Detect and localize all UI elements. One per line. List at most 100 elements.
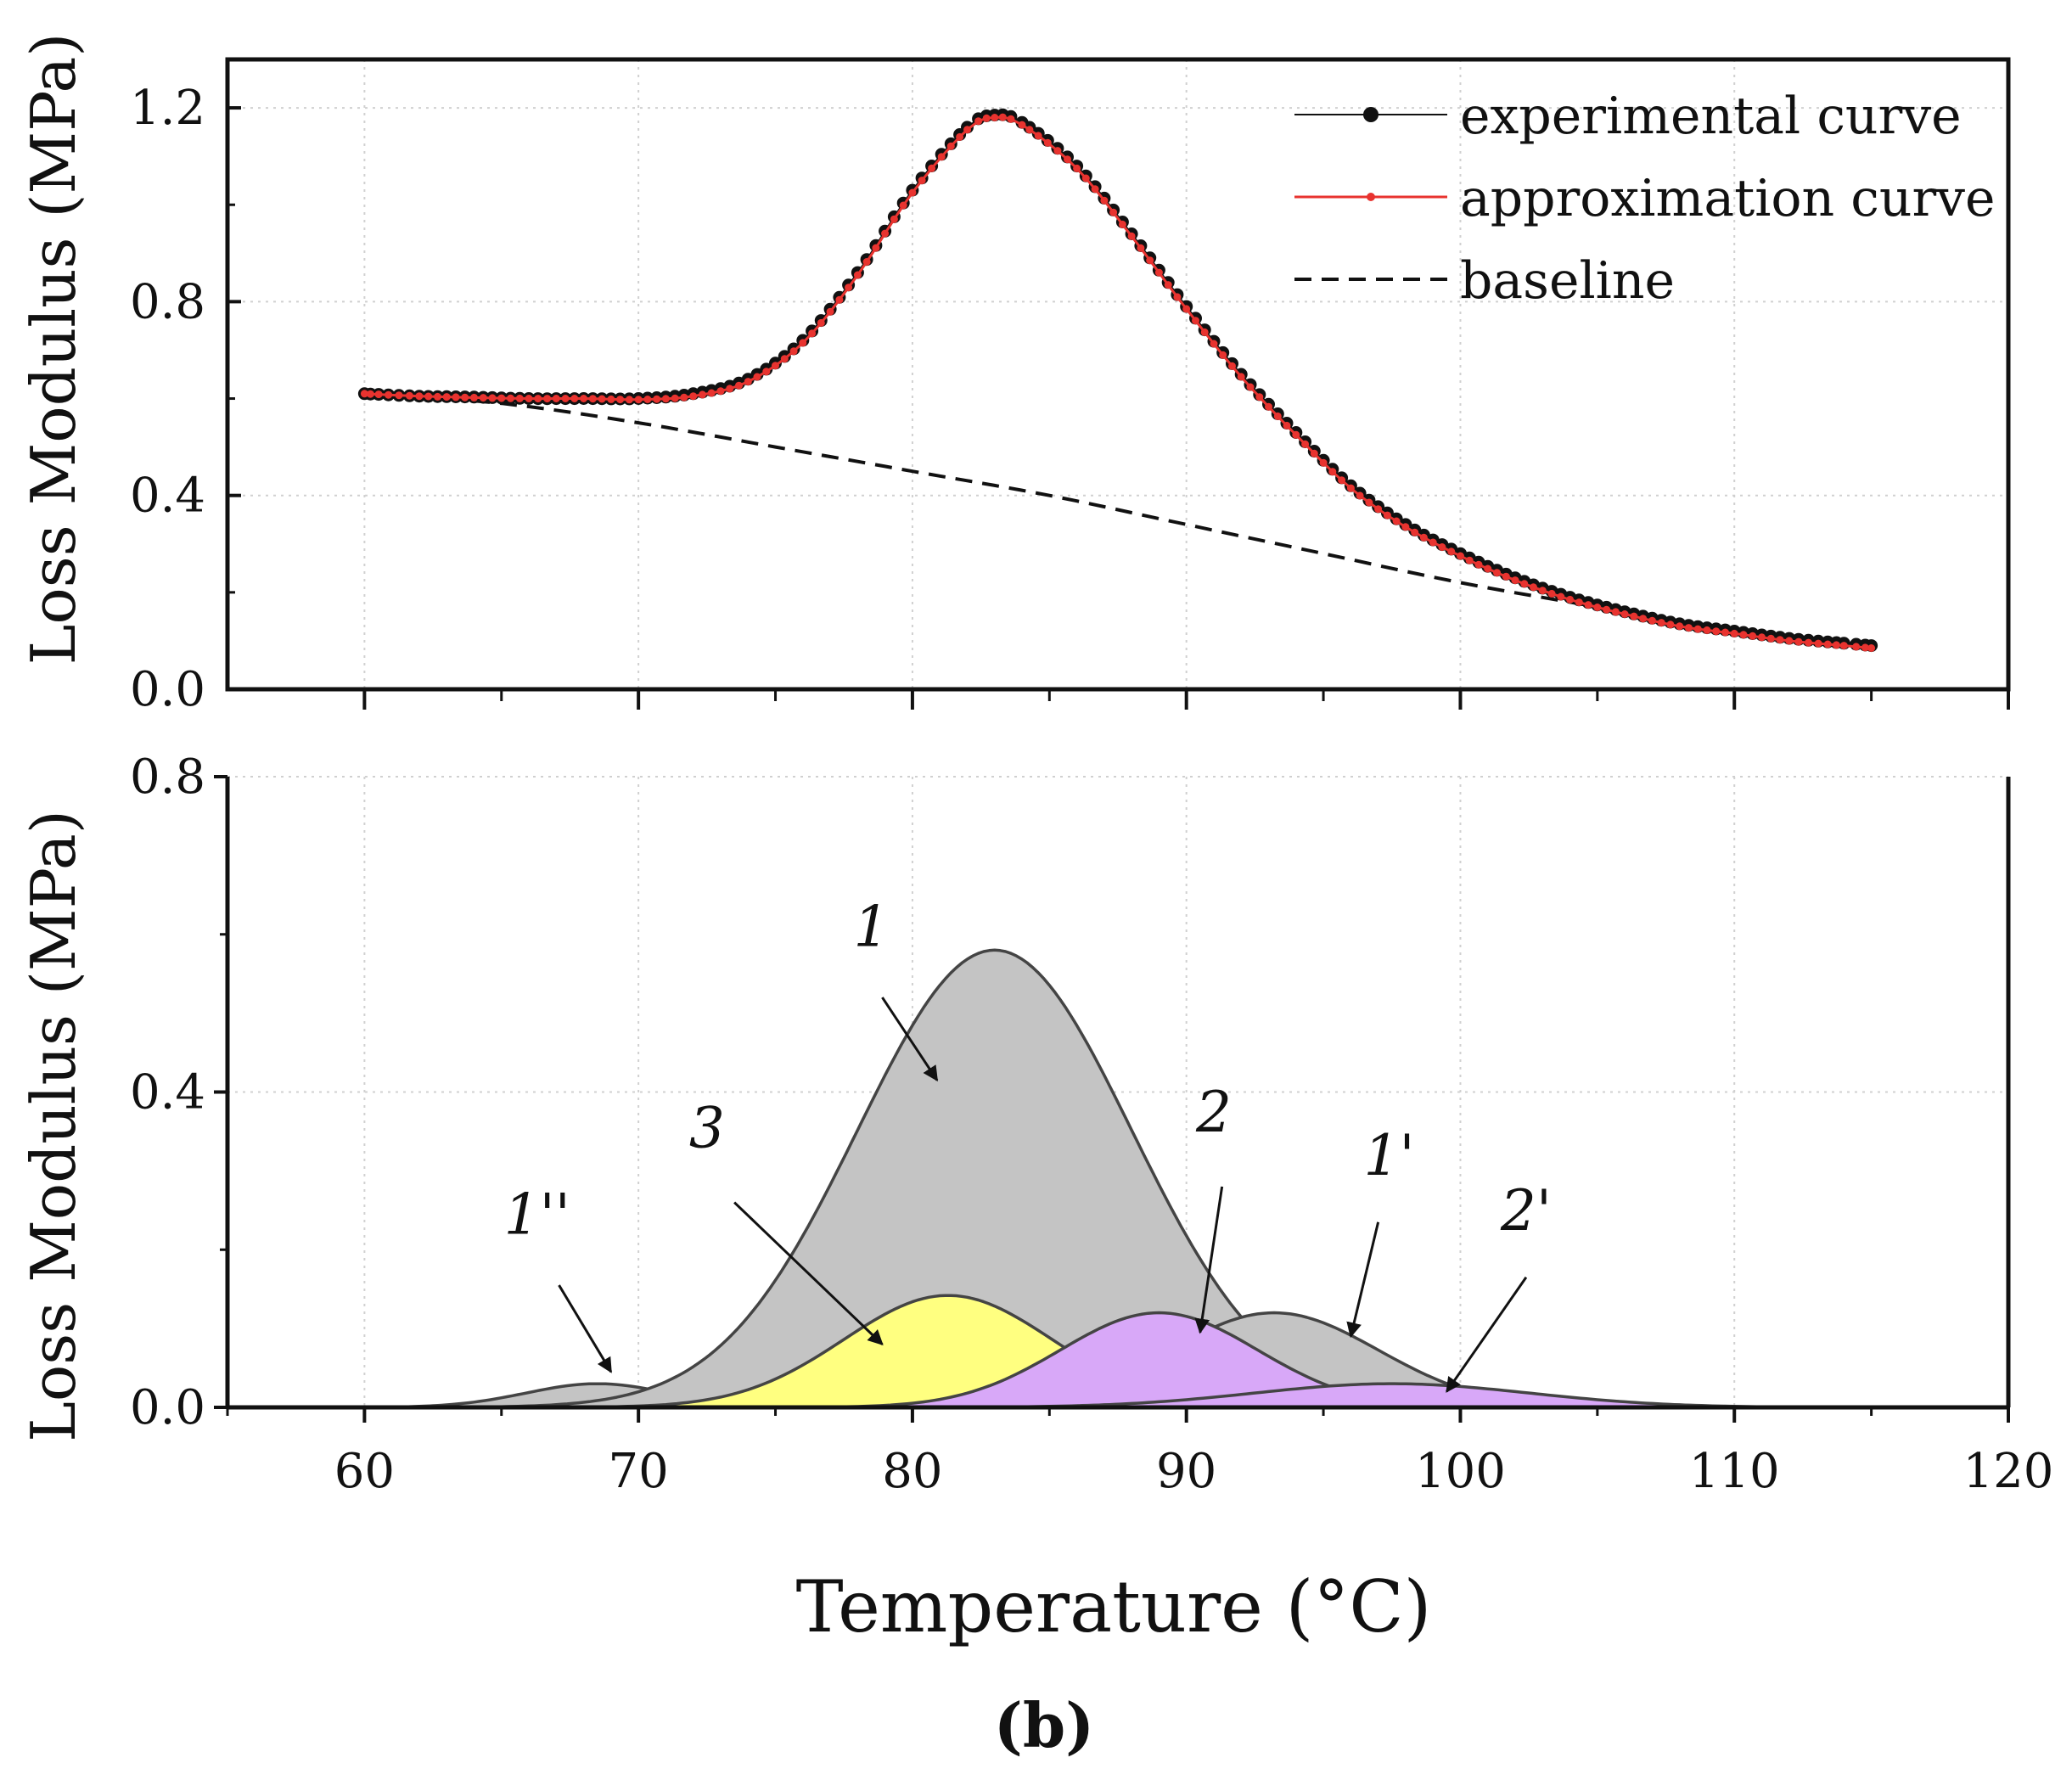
approximation-point	[1867, 644, 1876, 652]
series-baseline	[364, 391, 1872, 648]
approximation-point	[1814, 639, 1822, 648]
approximation-point	[1620, 610, 1629, 618]
approximation-point	[1785, 637, 1794, 645]
approximation-point	[1007, 115, 1015, 123]
approximation-point	[1484, 564, 1492, 573]
bottom-panel: 0.0 0.4 0.8 60 70 80 90 100 110 120 Loss Modulus …	[18, 750, 2053, 1499]
approximation-point	[1684, 624, 1693, 632]
approximation-point	[1593, 604, 1602, 611]
approximation-point	[424, 392, 433, 401]
annotation-arrow	[558, 1284, 613, 1373]
approximation-point	[1374, 505, 1383, 514]
approximation-point	[1603, 605, 1611, 614]
approximation-point	[1064, 155, 1071, 164]
approximation-point	[1053, 147, 1062, 155]
approximation-point	[1283, 421, 1291, 430]
approximation-point	[1210, 340, 1218, 348]
approximation-point	[1739, 631, 1748, 639]
approximation-point	[680, 393, 688, 401]
bottom-y-tick-label: 0.4	[130, 1065, 205, 1120]
bottom-annotations: 1 3 1'' 2 1' 2'	[504, 895, 1552, 1393]
approximation-point	[1219, 351, 1227, 359]
annotation-label: 1'	[1363, 1123, 1414, 1188]
approximation-point	[1465, 556, 1474, 564]
approximation-point	[616, 396, 625, 404]
approximation-point	[1566, 595, 1575, 604]
legend-baseline-label: baseline	[1460, 251, 1675, 311]
bottom-x-tick-label: 100	[1415, 1444, 1506, 1499]
approximation-point	[974, 117, 983, 126]
approximation-point	[1766, 634, 1775, 643]
approximation-point	[1346, 484, 1355, 492]
approximation-point	[1200, 328, 1209, 336]
approximation-point	[735, 381, 743, 390]
approximation-point	[826, 307, 834, 316]
top-y-tick-label: 0.4	[130, 469, 205, 524]
approximation-point	[470, 393, 478, 401]
approximation-point	[1805, 638, 1812, 647]
approximation-point	[625, 396, 633, 404]
top-grid	[227, 59, 2008, 689]
annotation: 1	[854, 895, 939, 1082]
bottom-x-tick-label: 90	[1156, 1444, 1216, 1499]
approximation-point	[1676, 622, 1684, 631]
approximation-point	[1237, 373, 1245, 381]
approximation-point	[872, 244, 880, 252]
bottom-peaks	[362, 948, 1791, 1409]
approximation-point	[385, 390, 393, 399]
approximation-point	[515, 394, 524, 402]
approximation-point	[643, 396, 652, 403]
approximation-point	[1693, 625, 1702, 633]
annotation: 2'	[1446, 1178, 1552, 1393]
top-y-tick-label: 0.8	[130, 274, 205, 329]
approximation-point	[534, 395, 542, 403]
approximation-point	[928, 164, 936, 172]
approximation-point	[1493, 569, 1501, 577]
approximation-point	[1365, 498, 1373, 507]
approximation-point	[1255, 393, 1264, 401]
approximation-point	[1154, 268, 1163, 277]
approximation-point	[772, 362, 779, 370]
approximation-point	[442, 393, 451, 401]
series-approximation-line	[364, 115, 1872, 649]
approximation-point	[607, 395, 615, 403]
approximation-point	[479, 394, 487, 402]
approximation-point	[634, 396, 643, 404]
bottom-axes	[225, 777, 2011, 1410]
approximation-point	[1356, 491, 1364, 500]
bottom-y-tick-label: 0.0	[130, 1380, 205, 1435]
approximation-point	[1575, 598, 1583, 607]
approximation-point	[1411, 528, 1419, 536]
approximation-point	[507, 394, 514, 402]
approximation-point	[588, 395, 597, 403]
annotation-label: 1	[854, 895, 890, 960]
approximation-point	[1081, 174, 1090, 182]
approximation-point	[1018, 121, 1026, 129]
approximation-point	[946, 142, 955, 150]
approximation-point	[982, 114, 991, 122]
legend-approximation-marker	[1367, 193, 1375, 201]
bottom-x-tick-label: 70	[609, 1444, 669, 1499]
legend-experimental-label: experimental curve	[1460, 87, 1962, 146]
bottom-x-tick-label: 110	[1689, 1444, 1780, 1499]
approximation-point	[543, 395, 552, 403]
approximation-point	[835, 295, 844, 304]
approximation-point	[366, 390, 374, 398]
approximation-point	[1758, 633, 1766, 642]
approximation-point	[1438, 543, 1446, 551]
approximation-point	[1228, 362, 1236, 370]
approximation-point	[1749, 632, 1757, 640]
approximation-point	[1730, 629, 1738, 637]
approximation-point	[1246, 383, 1255, 391]
approximation-point	[1429, 538, 1437, 547]
approximation-point	[1776, 636, 1784, 644]
approximation-point	[1025, 126, 1034, 134]
approximation-point	[1419, 533, 1428, 542]
approximation-point	[374, 390, 383, 399]
approximation-point	[998, 113, 1007, 121]
bottom-ticks: 0.0 0.4 0.8 60 70 80 90 100 110 120	[130, 750, 2054, 1499]
approximation-point	[497, 394, 506, 402]
approximation-point	[580, 395, 588, 402]
approximation-point	[1611, 608, 1620, 616]
approximation-point	[817, 318, 825, 327]
